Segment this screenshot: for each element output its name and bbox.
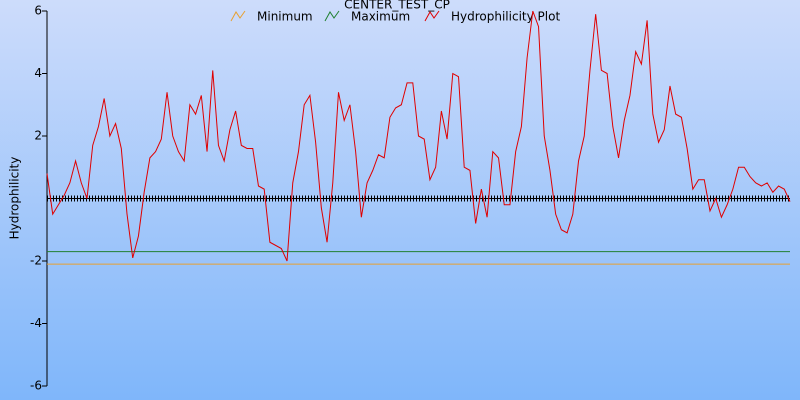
y-axis-label: Hydrophilicity (8, 157, 22, 240)
y-tick-label: 6 (34, 4, 42, 18)
y-tick-label: -6 (30, 379, 42, 393)
legend-icon (324, 10, 340, 22)
legend-label: Hydrophilicity Plot (451, 10, 560, 24)
y-tick-label: -4 (30, 316, 42, 330)
y-tick-label: 2 (34, 129, 42, 143)
y-tick-label: -2 (30, 254, 42, 268)
legend-label: Minimum (257, 10, 313, 24)
chart-title: CENTER_TEST_CP (344, 0, 450, 12)
legend-label: Maximum (351, 10, 410, 24)
y-tick-label: 4 (34, 66, 42, 80)
data-line (46, 10, 791, 262)
legend-icon (230, 10, 246, 22)
legend-icon (424, 10, 440, 22)
